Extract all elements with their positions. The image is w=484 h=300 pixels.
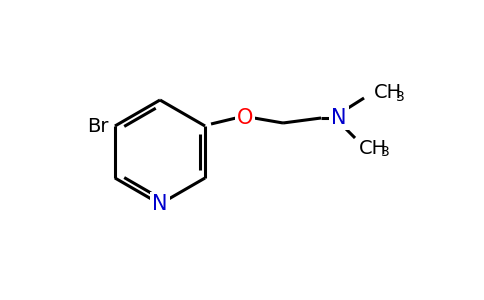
Text: CH: CH <box>359 139 387 158</box>
Text: 3: 3 <box>396 90 405 104</box>
Text: CH: CH <box>374 83 402 103</box>
Text: Br: Br <box>88 116 109 136</box>
Text: N: N <box>152 194 168 214</box>
Text: N: N <box>331 108 347 128</box>
Text: 3: 3 <box>381 145 390 159</box>
Text: O: O <box>237 108 253 128</box>
